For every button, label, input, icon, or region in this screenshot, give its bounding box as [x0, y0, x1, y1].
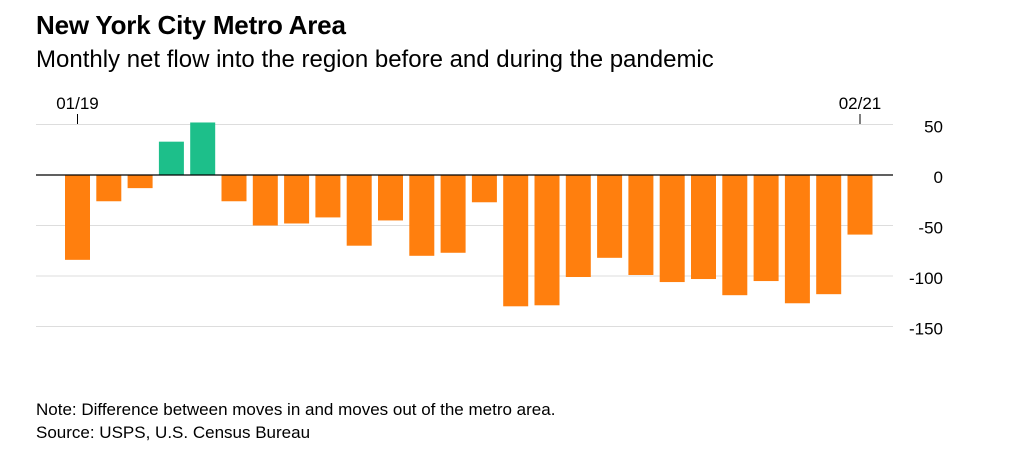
bar-08-20 [659, 175, 685, 283]
bar-08-19 [284, 175, 310, 224]
bar-09-20 [691, 175, 716, 280]
bar-01-21 [816, 175, 842, 295]
chart-source: Source: USPS, U.S. Census Bureau [36, 423, 311, 442]
bar-02-19 [96, 175, 122, 202]
bar-06-20 [597, 175, 623, 258]
bar-01-20 [440, 175, 466, 253]
y-tick-label: 50 [924, 118, 943, 137]
chart-subtitle: Monthly net flow into the region before … [36, 46, 714, 73]
x-tick-label: 02/21 [839, 94, 882, 113]
y-tick-label: 0 [934, 168, 943, 187]
bar-09-19 [315, 175, 341, 218]
bar-03-19 [127, 175, 153, 189]
bar-10-20 [722, 175, 748, 296]
bar-12-19 [409, 175, 435, 256]
y-tick-label: -150 [909, 320, 943, 339]
bar-03-20 [503, 175, 529, 307]
bar-10-19 [346, 175, 372, 246]
bar-06-19 [221, 175, 247, 202]
chart-title: New York City Metro Area [36, 10, 346, 40]
bar-02-20 [471, 175, 497, 203]
chart-note: Note: Difference between moves in and mo… [36, 400, 556, 419]
bar-12-20 [784, 175, 810, 304]
bar-11-19 [378, 175, 403, 221]
bar-01-19 [65, 175, 90, 260]
bar-05-20 [565, 175, 591, 278]
bar-11-20 [753, 175, 779, 282]
y-tick-label: -50 [918, 219, 943, 238]
bar-07-19 [252, 175, 278, 226]
x-tick-label: 01/19 [56, 94, 99, 113]
bar-02-21 [847, 175, 873, 235]
bar-04-19 [158, 141, 184, 175]
y-tick-label: -100 [909, 269, 943, 288]
bar-04-20 [534, 175, 560, 306]
bar-07-20 [628, 175, 654, 275]
bar-05-19 [190, 122, 216, 175]
